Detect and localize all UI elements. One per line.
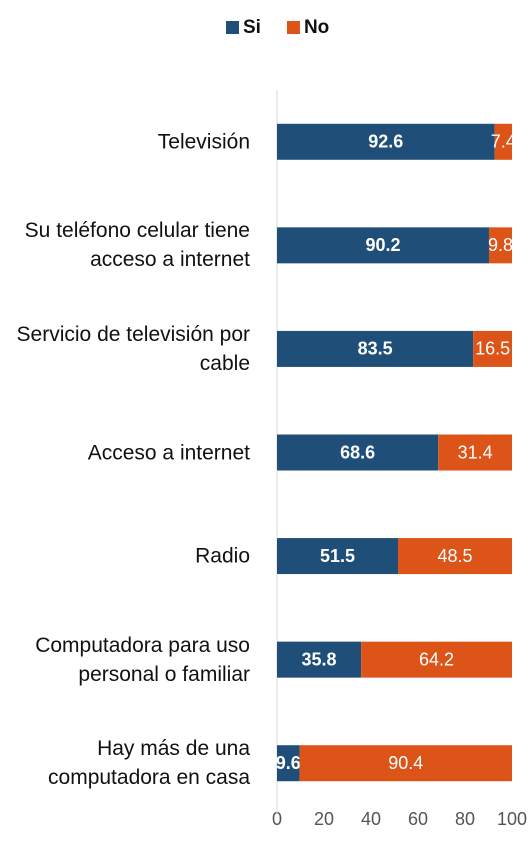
data-label: 9.6 <box>276 753 301 773</box>
bar-segment <box>473 330 512 367</box>
x-tick-label: 60 <box>408 809 428 829</box>
x-tick-label: 80 <box>455 809 475 829</box>
legend-swatch <box>226 21 239 34</box>
bar-segment <box>277 123 495 160</box>
legend-label: No <box>304 17 329 38</box>
x-tick-label: 20 <box>314 809 334 829</box>
category-label: Computadora para uso personal o familiar <box>35 633 250 686</box>
bar-segment <box>277 641 362 678</box>
bar-segment <box>299 745 512 782</box>
category-label: Su teléfono celular tiene acceso a inter… <box>24 219 250 272</box>
legend-label: Si <box>243 17 261 38</box>
category-label: Televisión <box>157 130 250 154</box>
bar-segment <box>277 434 439 471</box>
bar-segment <box>277 330 474 367</box>
x-tick-label: 40 <box>361 809 381 829</box>
x-tick-label: 100 <box>497 809 527 829</box>
category-label: Acceso a internet <box>87 441 250 464</box>
data-label: 35.8 <box>302 649 337 669</box>
x-tick-label: 0 <box>272 809 282 829</box>
data-label: 9.8 <box>488 235 513 255</box>
bar-segment <box>361 641 512 678</box>
data-label: 68.6 <box>340 442 375 462</box>
bar-segment <box>488 227 512 264</box>
data-label: 51.5 <box>320 546 355 566</box>
category-label: Servicio de televisión por cable <box>16 322 250 375</box>
legend-swatch <box>286 21 300 34</box>
bar-segment <box>398 538 512 575</box>
data-label: 31.4 <box>458 442 493 462</box>
bar-segment <box>277 538 399 575</box>
data-label: 48.5 <box>437 546 472 566</box>
category-label: Hay más de una computadora en casa <box>48 737 250 790</box>
bar-segment <box>277 745 300 782</box>
data-label: 92.6 <box>368 132 403 152</box>
bar-segment <box>438 434 512 471</box>
data-label: 64.2 <box>419 649 454 669</box>
category-label: Radio <box>195 544 250 568</box>
data-label: 90.2 <box>365 235 400 255</box>
bar-segment <box>494 123 512 160</box>
data-label: 16.5 <box>475 339 510 359</box>
data-label: 7.4 <box>491 132 516 152</box>
data-label: 83.5 <box>358 339 393 359</box>
data-label: 90.4 <box>388 753 423 773</box>
bar-segment <box>277 227 489 264</box>
